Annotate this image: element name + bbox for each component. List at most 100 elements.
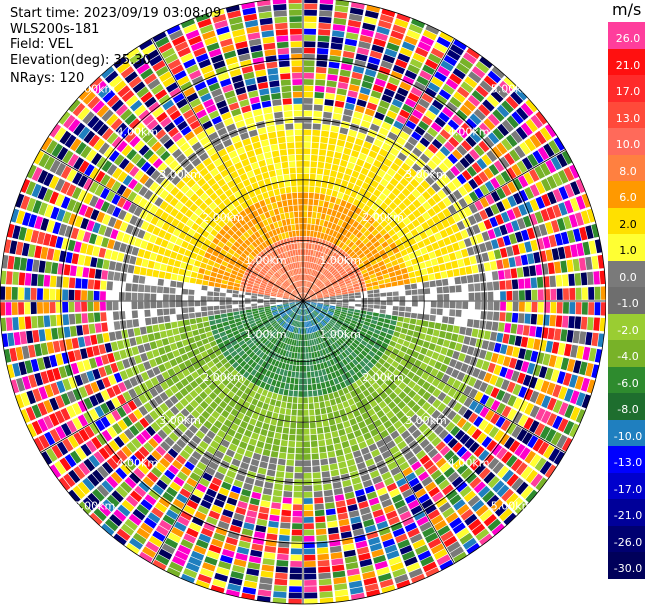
range-gate <box>369 399 378 408</box>
range-gate <box>196 226 205 235</box>
range-gate <box>274 483 283 491</box>
range-gate <box>505 492 519 506</box>
range-gate <box>544 221 554 235</box>
range-gate <box>501 451 513 464</box>
range-gate <box>289 302 295 305</box>
range-gate <box>217 415 226 424</box>
range-gate <box>153 332 161 340</box>
range-gate <box>225 354 233 361</box>
range-gate <box>512 383 522 396</box>
range-gate <box>68 277 76 289</box>
range-gate <box>406 266 414 273</box>
range-gate <box>282 497 292 504</box>
range-gate <box>459 104 472 117</box>
range-gate <box>226 470 237 479</box>
range-gate <box>300 302 303 309</box>
range-gate <box>541 178 552 192</box>
range-gate <box>378 572 392 582</box>
range-gate <box>330 259 336 266</box>
range-gate <box>464 437 475 449</box>
range-gate <box>19 331 28 345</box>
range-gate <box>501 184 512 197</box>
range-gate <box>446 49 461 61</box>
range-gate <box>303 516 314 523</box>
range-gate <box>272 310 279 315</box>
range-gate <box>324 195 331 202</box>
range-gate <box>98 142 110 155</box>
range-gate <box>372 509 384 518</box>
range-gate <box>116 449 128 462</box>
range-gate <box>527 253 535 265</box>
range-gate <box>179 195 189 205</box>
range-gate <box>336 304 342 307</box>
range-gate <box>411 404 421 413</box>
range-gate <box>303 397 308 404</box>
range-gate <box>84 206 94 219</box>
range-gate <box>89 422 100 435</box>
range-gate <box>331 404 338 412</box>
range-gate <box>342 479 352 488</box>
range-gate <box>82 111 95 125</box>
range-gate <box>319 350 324 357</box>
range-gate <box>254 371 261 379</box>
range-gate <box>342 294 349 297</box>
range-gate <box>313 110 323 118</box>
range-gate <box>307 217 312 224</box>
range-gate <box>599 317 606 332</box>
range-gate <box>303 303 305 309</box>
range-gate <box>333 313 340 317</box>
range-gate <box>212 250 220 257</box>
range-gate <box>284 306 290 310</box>
range-gate <box>369 542 383 552</box>
range-gate <box>311 447 319 454</box>
range-gate <box>323 261 328 268</box>
range-gate <box>280 382 286 389</box>
range-gate <box>326 323 332 329</box>
range-gate <box>310 326 313 333</box>
range-gate <box>570 406 581 421</box>
range-gate <box>142 476 155 488</box>
range-gate <box>483 167 494 179</box>
range-gate <box>223 395 232 404</box>
range-gate <box>37 418 49 433</box>
range-gate <box>133 182 143 193</box>
range-gate <box>276 347 282 354</box>
range-gate <box>303 123 312 130</box>
range-gate <box>359 265 366 272</box>
range-gate <box>110 362 119 373</box>
range-gate <box>129 537 144 550</box>
range-gate <box>18 226 27 241</box>
range-gate <box>378 465 389 475</box>
range-gate <box>292 516 303 523</box>
range-gate <box>165 182 175 193</box>
range-gate <box>259 313 266 318</box>
range-gate <box>422 391 432 401</box>
range-gate <box>476 158 488 170</box>
range-gate <box>389 104 401 114</box>
range-gate <box>113 154 125 166</box>
range-gate <box>479 406 490 418</box>
range-gate <box>478 171 489 183</box>
range-gate <box>15 193 25 208</box>
range-gate <box>312 459 320 466</box>
range-gate <box>341 537 354 545</box>
range-gate <box>332 316 338 321</box>
range-gate <box>203 321 210 327</box>
range-gate <box>468 310 475 319</box>
range-gate <box>417 288 424 295</box>
range-gate <box>289 303 296 306</box>
range-gate <box>314 497 324 504</box>
range-gate <box>321 181 328 188</box>
range-gate <box>320 286 326 291</box>
range-gate <box>324 347 330 354</box>
range-gate <box>455 109 468 121</box>
range-gate <box>52 340 61 353</box>
range-gate <box>431 409 441 420</box>
range-gate <box>349 251 356 258</box>
range-gate <box>390 430 400 440</box>
range-gate <box>400 267 408 274</box>
range-gate <box>353 184 361 193</box>
range-gate <box>108 150 120 162</box>
range-gate <box>28 344 36 358</box>
range-gate <box>330 196 337 204</box>
